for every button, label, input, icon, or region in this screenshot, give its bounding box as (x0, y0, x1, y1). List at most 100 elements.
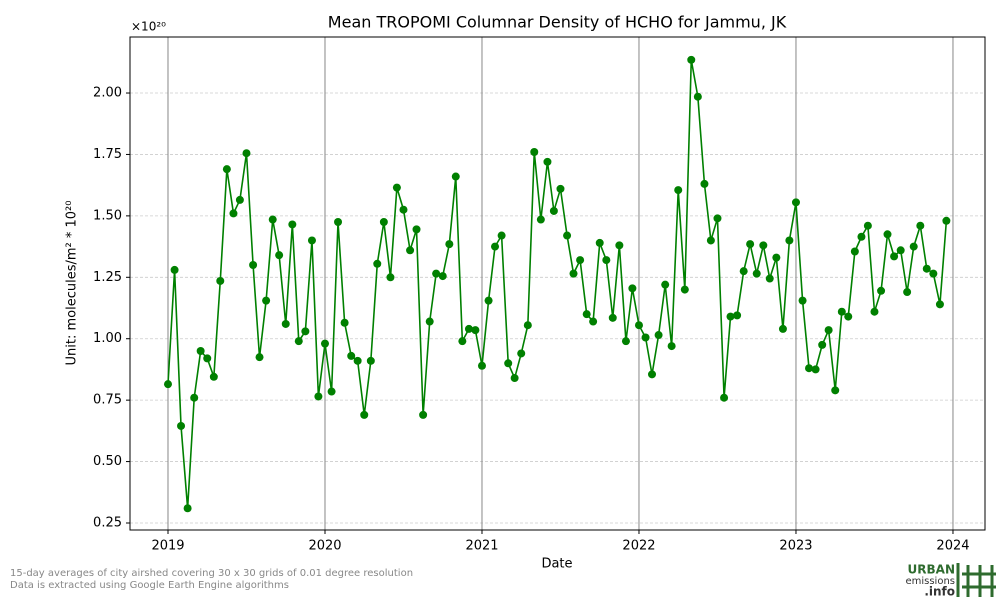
data-point (837, 307, 846, 316)
data-point (379, 218, 388, 227)
data-point (569, 269, 578, 278)
data-point (183, 504, 192, 513)
data-point (621, 337, 630, 346)
x-tick-label: 2023 (779, 539, 812, 554)
data-point (301, 327, 310, 336)
data-point (576, 256, 585, 265)
data-point (765, 274, 774, 283)
data-point (268, 215, 277, 224)
data-point (608, 313, 617, 322)
y-tick-label: 1.75 (93, 147, 122, 162)
data-point (615, 241, 624, 250)
data-point (903, 288, 912, 297)
data-point (307, 236, 316, 245)
data-point (589, 317, 598, 326)
data-point (935, 300, 944, 309)
data-point (661, 280, 670, 289)
data-point (929, 269, 938, 278)
data-point (582, 310, 591, 319)
data-point (700, 179, 709, 188)
data-point (543, 157, 552, 166)
x-tick-label: 2021 (465, 539, 498, 554)
data-point (229, 209, 238, 218)
y-offset-label: ×10²⁰ (131, 20, 166, 34)
data-point (798, 296, 807, 305)
data-point (432, 269, 441, 278)
data-point (883, 230, 892, 239)
data-point (857, 232, 866, 241)
y-tick-label: 2.00 (93, 86, 122, 101)
data-point (739, 267, 748, 276)
data-point (222, 165, 231, 174)
data-point (680, 285, 689, 294)
data-point (850, 247, 859, 256)
data-point (791, 198, 800, 207)
logo-text: .info (924, 585, 955, 599)
data-point (896, 246, 905, 255)
data-point (327, 387, 336, 396)
data-point (340, 318, 349, 327)
data-point (366, 356, 375, 365)
data-point (641, 333, 650, 342)
data-point (818, 340, 827, 349)
logo-text: URBAN (908, 563, 955, 577)
data-point (484, 296, 493, 305)
x-tick-label: 2019 (151, 539, 184, 554)
plot-frame (129, 36, 986, 531)
data-point (464, 324, 473, 333)
data-point (890, 252, 899, 261)
data-point (242, 149, 251, 158)
data-point (785, 236, 794, 245)
data-point (386, 273, 395, 282)
data-point (314, 392, 323, 401)
data-point (877, 286, 886, 295)
data-point (288, 220, 297, 229)
y-tick-label: 0.75 (93, 393, 122, 408)
x-axis-label: Date (541, 557, 572, 572)
data-point (805, 364, 814, 373)
data-point (275, 251, 284, 260)
data-point (399, 205, 408, 214)
data-point (687, 55, 696, 64)
data-point (510, 374, 519, 383)
y-axis-label: Unit: molecules/m² * 10²⁰ (65, 201, 80, 366)
data-point (425, 317, 434, 326)
x-tick-label: 2022 (622, 539, 655, 554)
y-tick-label: 1.25 (93, 270, 122, 285)
data-point (556, 184, 565, 193)
data-point (177, 421, 186, 430)
data-point (334, 218, 343, 227)
data-point (759, 241, 768, 250)
data-point (713, 214, 722, 223)
data-point (549, 206, 558, 215)
y-tick-label: 1.00 (93, 331, 122, 346)
data-point (477, 361, 486, 370)
data-point (458, 337, 467, 346)
data-point (445, 240, 454, 249)
data-point (693, 92, 702, 101)
data-point (255, 353, 264, 362)
data-point (674, 186, 683, 195)
data-point (294, 337, 303, 346)
data-point (235, 195, 244, 204)
data-point (916, 221, 925, 230)
data-point (517, 349, 526, 358)
data-point (563, 231, 572, 240)
data-point (811, 365, 820, 374)
data-point (863, 221, 872, 230)
data-point (216, 276, 225, 285)
data-point (595, 238, 604, 247)
data-point (451, 172, 460, 181)
data-point (602, 256, 611, 265)
data-point (360, 410, 369, 419)
data-point (844, 312, 853, 321)
y-tick-label: 1.50 (93, 208, 122, 223)
data-point (163, 380, 172, 389)
grid (130, 37, 985, 530)
data-point (504, 359, 513, 368)
data-point (523, 321, 532, 330)
data-point (438, 272, 447, 281)
footnote: Data is extracted using Google Earth Eng… (10, 580, 289, 591)
data-line (167, 59, 948, 509)
